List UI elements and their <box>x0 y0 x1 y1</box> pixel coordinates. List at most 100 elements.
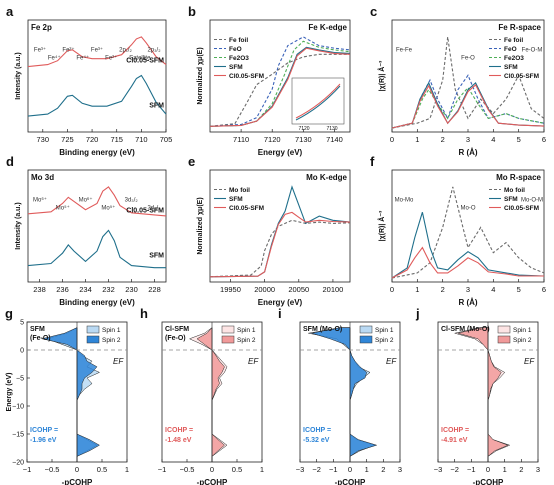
x-axis-label: -pCOHP <box>335 478 366 485</box>
panel-e: e Energy (eV) Normalized χμ(E) 19950 20000 20… <box>188 154 351 307</box>
legend-entry: SFM <box>504 196 518 203</box>
x-tick-label: 1 <box>365 465 369 474</box>
annotation: Mo⁵⁺ <box>56 204 70 211</box>
y-axis-label: Normalized χμ(E) <box>197 197 204 254</box>
series-line <box>391 246 544 279</box>
inset-tick-label: 7120 <box>298 126 309 132</box>
panel-c: c R (Å) |χ(R)| Å⁻³ 0 1 2 3 4 5 6 Fe R-space Fe foil… <box>370 4 546 157</box>
panel-title: Mo R-space <box>496 173 541 182</box>
x-tick-label: 236 <box>56 285 69 294</box>
x-axis-label: Energy (eV) <box>258 148 303 157</box>
x-tick-label: 705 <box>160 135 173 144</box>
legend-entry: Cl0.05-SFM <box>229 73 264 80</box>
panel-title: Mo 3d <box>31 173 54 182</box>
spin-area <box>457 327 509 462</box>
panel-title: Fe R-space <box>498 23 541 32</box>
panel-a: a Binding energy (eV) Intensity (a.u.) 730 7… <box>6 4 172 157</box>
x-tick-label: −3 <box>434 465 443 474</box>
panel-title: SFM (Mo-O) <box>303 326 342 333</box>
series-line <box>391 36 545 129</box>
y-tick-label: −20 <box>12 460 24 467</box>
annotation: Fe-Fe <box>396 47 413 53</box>
y-tick-label: −15 <box>12 432 24 439</box>
plot-frame <box>27 19 167 133</box>
annotation: Fe²⁺ <box>105 54 117 61</box>
annotation: Mo⁵⁺ <box>101 204 115 211</box>
panel-label: e <box>188 154 195 169</box>
x-tick-label: 2 <box>441 285 445 294</box>
series-line <box>27 36 167 68</box>
x-tick-label: 2 <box>519 465 523 474</box>
icohp-label: ICOHP = <box>30 427 58 434</box>
legend-entry: SFM <box>229 64 243 71</box>
x-tick-label: 3 <box>398 465 402 474</box>
x-tick-label: 2 <box>441 135 445 144</box>
annotation: Mo-O-M <box>521 197 543 203</box>
y-axis-label: Energy (eV) <box>6 373 13 412</box>
plot-frame <box>209 19 351 133</box>
y-axis-label: Normalized χμ(E) <box>197 47 204 104</box>
panel-d: d Binding energy (eV) Intensity (a.u.) 238 2… <box>6 154 167 307</box>
panel-title: (Fe-O) <box>165 335 186 342</box>
x-tick-label: −3 <box>296 465 305 474</box>
series-line <box>27 186 167 217</box>
x-tick-label: 0 <box>390 285 394 294</box>
x-tick-label: 6 <box>542 285 546 294</box>
icohp-value: -1.96 eV <box>30 437 57 444</box>
x-axis-label: Binding energy (eV) <box>59 148 135 157</box>
annotation: Fe³⁺ <box>91 46 103 53</box>
series-line <box>209 36 351 127</box>
x-tick-label: 1 <box>415 135 419 144</box>
annotation: Mo⁶⁺ <box>33 196 47 203</box>
y-tick-label: 5 <box>20 320 24 327</box>
panel-label: c <box>370 4 377 19</box>
panel-label: d <box>6 154 14 169</box>
y-tick-label: 0 <box>20 348 24 355</box>
inset-frame <box>291 77 345 125</box>
x-axis-label: R (Å) <box>458 298 477 307</box>
x-tick-label: −2 <box>312 465 321 474</box>
panel-title: Cl-SFM <box>165 326 189 333</box>
x-tick-label: 715 <box>110 135 123 144</box>
x-tick-label: 1 <box>125 465 129 474</box>
x-tick-label: 1 <box>415 285 419 294</box>
panel-label: j <box>415 306 420 321</box>
annotation: 2p₃/₂ <box>147 47 161 53</box>
x-axis-label: -pCOHP <box>473 478 504 485</box>
legend-entry: Spin 2 <box>237 337 256 344</box>
x-tick-label: 20100 <box>322 285 343 294</box>
series-line <box>209 47 351 127</box>
icohp-value: -5.32 eV <box>303 437 330 444</box>
panel-label: b <box>188 4 196 19</box>
annotation: 3d₃/₂ <box>125 197 139 203</box>
x-tick-label: 238 <box>33 285 46 294</box>
x-tick-label: 3 <box>536 465 540 474</box>
annotation: Mo-Mo <box>395 197 414 203</box>
plot-frame <box>209 169 351 283</box>
legend-entry: Fe2O3 <box>504 55 524 62</box>
fermi-label: EF <box>524 357 535 366</box>
panel-title: (Fe-O) <box>30 335 51 342</box>
panel-label: a <box>6 4 14 19</box>
x-axis-label: -pCOHP <box>62 478 93 485</box>
x-tick-label: 4 <box>491 135 495 144</box>
legend-entry: Cl0.05-SFM <box>229 205 264 212</box>
inset-tick-label: 7130 <box>326 126 337 132</box>
x-tick-label: 230 <box>125 285 138 294</box>
legend-entry: Spin 2 <box>375 337 394 344</box>
annotation: Satellite <box>129 55 151 61</box>
x-tick-label: 0.5 <box>97 465 107 474</box>
legend-entry: Spin 1 <box>513 327 532 334</box>
annotation: Mo-O <box>461 205 476 211</box>
annotation: 3d₅/₂ <box>147 205 161 211</box>
x-tick-label: 20050 <box>288 285 309 294</box>
legend-entry: Spin 1 <box>375 327 394 334</box>
annotation: Fe⁴⁺ <box>48 54 61 61</box>
legend-entry: FeO <box>229 46 242 53</box>
x-axis-label: R (Å) <box>458 148 477 157</box>
legend-entry: SFM <box>229 196 243 203</box>
legend-swatch <box>221 325 235 334</box>
x-tick-label: −2 <box>450 465 459 474</box>
panel-g: g -pCOHP Energy (eV) −1 −0.5 0 0.5 1 5 0 −5 −10 −15 −… <box>5 306 129 485</box>
